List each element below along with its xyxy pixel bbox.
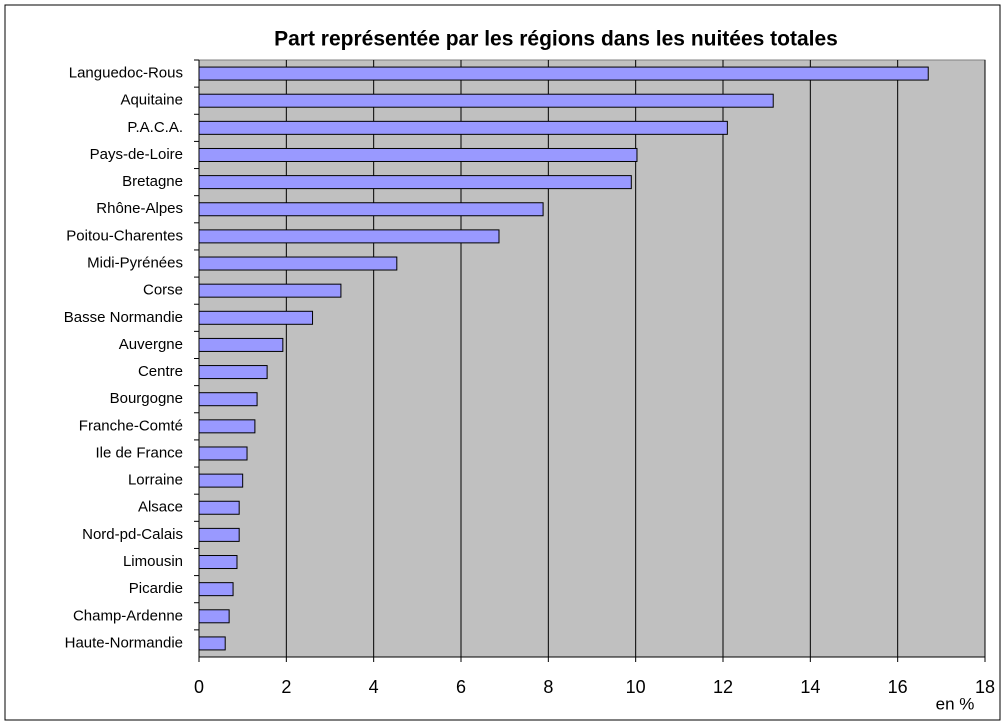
x-axis-label: en % [936, 694, 975, 713]
y-tick-label: Nord-pd-Calais [82, 526, 183, 543]
y-tick-label: Basse Normandie [64, 309, 183, 326]
x-tick-label: 16 [888, 677, 908, 697]
y-tick-label: Bourgogne [110, 390, 183, 407]
bar [198, 310, 314, 325]
x-tick-label: 12 [713, 677, 733, 697]
x-tick-label: 0 [194, 677, 204, 697]
y-tick-label: Bretagne [122, 173, 183, 190]
x-tick-label: 14 [800, 677, 820, 697]
y-tick-label: Auvergne [119, 336, 183, 353]
bar [198, 555, 238, 570]
y-tick-label: Alsace [138, 499, 183, 516]
bar [198, 283, 342, 298]
bar [198, 527, 240, 542]
y-tick-label: Poitou-Charentes [66, 227, 183, 244]
bar [198, 636, 226, 651]
chart-title: Part représentée par les régions dans le… [274, 28, 838, 51]
y-tick-label: Rhône-Alpes [96, 200, 183, 217]
y-tick-label: Ile de France [95, 444, 183, 461]
y-tick-label: Franche-Comté [79, 417, 183, 434]
bar [198, 175, 632, 190]
y-tick-label: Centre [138, 363, 183, 380]
y-tick-label: Corse [143, 282, 183, 299]
x-tick-label: 6 [456, 677, 466, 697]
bar [198, 66, 929, 81]
y-tick-label: Champ-Ardenne [73, 607, 183, 624]
y-tick-label: Lorraine [128, 472, 183, 489]
y-tick-label: Haute-Normandie [65, 634, 183, 651]
y-tick-label: P.A.C.A. [127, 119, 183, 136]
y-tick-label: Languedoc-Rous [69, 65, 183, 82]
bar [198, 500, 240, 515]
bar [198, 582, 234, 597]
x-tick-label: 10 [626, 677, 646, 697]
bar [198, 365, 268, 380]
y-tick-label: Limousin [123, 553, 183, 570]
x-tick-label: 8 [543, 677, 553, 697]
bar [198, 609, 230, 624]
bar [198, 229, 500, 244]
bar [198, 337, 284, 352]
y-tick-label: Aquitaine [120, 92, 183, 109]
y-tick-label: Midi-Pyrénées [87, 254, 183, 271]
bar [198, 392, 258, 407]
x-tick-label: 4 [369, 677, 379, 697]
bar [198, 202, 544, 217]
bar [198, 419, 256, 434]
bar [198, 446, 248, 461]
y-tick-label: Pays-de-Loire [90, 146, 183, 163]
bar [198, 473, 244, 488]
x-tick-label: 18 [975, 677, 995, 697]
bar [198, 256, 398, 271]
y-tick-label: Picardie [129, 580, 183, 597]
bar [198, 120, 728, 135]
x-tick-label: 2 [281, 677, 291, 697]
bar [198, 147, 638, 162]
bar [198, 93, 774, 108]
